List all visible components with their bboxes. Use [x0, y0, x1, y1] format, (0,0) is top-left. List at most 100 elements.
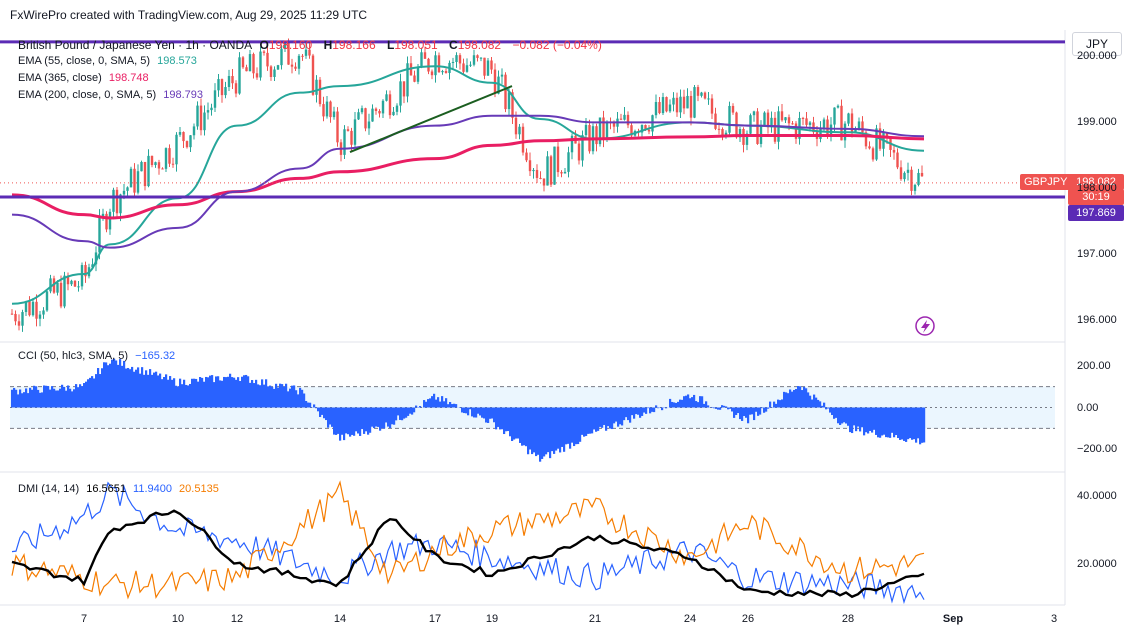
cci-bar — [537, 407, 540, 455]
candle-body — [717, 128, 721, 130]
cci-bar — [641, 407, 644, 416]
candle-body — [427, 58, 430, 72]
cci-bar — [803, 386, 806, 408]
cci-bar — [767, 407, 770, 409]
cci-bar — [699, 396, 702, 408]
candle-body — [668, 104, 672, 112]
candle-body — [371, 108, 374, 122]
cci-bar — [583, 407, 586, 437]
currency-button[interactable]: JPY — [1072, 32, 1122, 56]
cci-bar — [15, 389, 18, 408]
cci-bar — [783, 391, 786, 408]
candle-body — [619, 118, 623, 120]
cci-bar — [569, 407, 572, 449]
cci-bar — [135, 369, 138, 408]
candle-body — [766, 112, 770, 128]
candle-body — [532, 169, 535, 172]
candle-body — [808, 122, 812, 125]
cci-bar — [99, 374, 102, 408]
candle-body — [483, 57, 486, 76]
cci-bar — [115, 360, 118, 408]
cci-bar — [489, 407, 492, 419]
cci-bar — [229, 373, 232, 408]
cci-bar — [679, 399, 682, 408]
candle-body — [143, 161, 147, 187]
candle-body — [388, 94, 392, 116]
candle-body — [182, 132, 185, 142]
cci-bar — [571, 407, 574, 443]
candle-body — [35, 301, 38, 319]
cci-bar — [295, 390, 298, 408]
cci-bar — [721, 405, 724, 408]
x-tick-label: 10 — [171, 613, 185, 625]
candle-body — [581, 135, 584, 161]
candle-body — [318, 79, 322, 105]
cci-bar — [41, 392, 44, 408]
x-tick-label: 19 — [485, 613, 499, 625]
cci-bar — [561, 407, 564, 447]
cci-bar — [31, 389, 34, 408]
ema365-legend[interactable]: EMA (365, close) 198.748 — [18, 72, 153, 84]
cci-bar — [59, 388, 62, 408]
cci-bar — [897, 407, 900, 439]
cci-bar — [425, 401, 428, 408]
candle-body — [700, 92, 703, 96]
cci-bar — [849, 407, 852, 433]
cci-bar — [481, 407, 484, 418]
cci-bar — [209, 375, 212, 408]
cci-bar — [713, 407, 716, 409]
cci-bar — [595, 407, 598, 432]
cci-bar — [247, 376, 250, 408]
cci-bar — [579, 407, 582, 442]
cci-bar — [265, 379, 268, 408]
cci-bar — [829, 407, 832, 413]
cci-bar — [51, 386, 54, 408]
cci-bar — [539, 407, 542, 462]
candle-body — [269, 66, 273, 77]
cci-bar — [747, 407, 750, 424]
cci-bar — [923, 407, 926, 443]
candle-body — [903, 172, 906, 180]
cci-bar — [373, 407, 376, 429]
candle-body — [556, 146, 560, 173]
cci-bar — [147, 374, 150, 408]
candle-body — [626, 114, 630, 126]
cci-bar — [227, 376, 230, 408]
cci-bar — [601, 407, 604, 428]
cci-bar — [903, 407, 906, 441]
cci-bar — [811, 399, 814, 408]
cci-bar — [413, 407, 416, 413]
cci-bar — [35, 386, 38, 408]
candle-body — [906, 169, 910, 173]
cci-bar — [279, 383, 282, 408]
cci-bar — [303, 393, 306, 408]
cci-y-tick: −200.00 — [1077, 443, 1118, 456]
candle-body — [31, 301, 35, 316]
candle-body — [108, 211, 112, 230]
cci-bar — [323, 407, 326, 419]
x-tick-label: 12 — [230, 613, 244, 625]
candle-body — [325, 101, 329, 117]
candle-body — [462, 63, 465, 72]
cci-bar — [627, 407, 630, 421]
cci-bar — [661, 407, 664, 411]
candle-body — [493, 69, 497, 94]
candle-body — [231, 76, 234, 84]
ema200-legend[interactable]: EMA (200, close, 0, SMA, 5) 198.793 — [18, 89, 207, 101]
cci-bar — [399, 407, 402, 420]
cci-bar — [677, 401, 680, 408]
cci-bar — [809, 395, 812, 408]
dmi-minus-line — [11, 480, 925, 600]
cci-legend[interactable]: CCI (50, hlc3, SMA, 5) −165.32 — [18, 350, 179, 362]
cci-bar — [795, 388, 798, 408]
symbol-legend[interactable]: British Pound / Japanese Yen · 1h · OAND… — [18, 38, 606, 52]
candle-body — [10, 313, 14, 315]
cci-bar — [37, 389, 40, 408]
candle-body — [241, 57, 245, 68]
candle-body — [133, 168, 136, 193]
cci-bar — [357, 407, 360, 434]
ema55-legend[interactable]: EMA (55, close, 0, SMA, 5) 198.573 — [18, 55, 201, 67]
dmi-legend[interactable]: DMI (14, 14) 16.5651 11.9400 20.5135 — [18, 483, 223, 495]
cci-bar — [223, 376, 226, 408]
